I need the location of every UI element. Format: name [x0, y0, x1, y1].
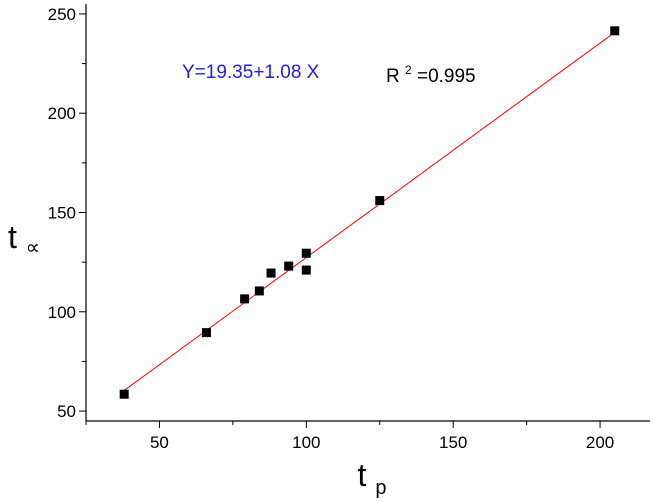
- y-axis-label-sub: ∝: [26, 237, 40, 259]
- r-squared-letter: R: [386, 66, 400, 87]
- data-points: [119, 26, 620, 399]
- y-tick-label: 100: [48, 303, 76, 322]
- data-point: [266, 268, 276, 278]
- r-squared-value: =0.995: [417, 66, 476, 87]
- data-point: [375, 196, 385, 206]
- data-point: [240, 294, 250, 304]
- x-tick-label: 100: [292, 433, 320, 452]
- x-tick-label: 50: [150, 433, 169, 452]
- data-point: [301, 248, 311, 258]
- y-tick-label: 150: [48, 204, 76, 223]
- x-axis-ticks: 50 100 150 200: [85, 421, 614, 452]
- data-point: [201, 328, 211, 338]
- data-point: [610, 26, 620, 36]
- y-tick-label: 200: [48, 104, 76, 123]
- data-point: [284, 261, 294, 271]
- y-axis-label: t ∝: [8, 219, 40, 259]
- y-axis-label-main: t: [8, 219, 17, 255]
- y-axis-ticks: 50 100 150 200 250: [48, 5, 86, 421]
- y-tick-label: 50: [57, 402, 76, 421]
- data-point: [119, 389, 129, 399]
- data-point: [254, 286, 264, 296]
- x-tick-label: 150: [439, 433, 467, 452]
- x-axis-label-main: t: [358, 457, 367, 493]
- r-squared-exponent: 2: [405, 63, 412, 77]
- x-axis-label: t p: [358, 457, 387, 499]
- r-squared-annotation: R 2 =0.995: [386, 58, 476, 87]
- data-point: [301, 265, 311, 275]
- regression-fit-line: [123, 31, 616, 391]
- regression-equation: Y=19.35+1.08 X: [182, 62, 320, 83]
- x-axis-label-sub: p: [375, 477, 386, 499]
- x-tick-label: 200: [586, 433, 614, 452]
- y-tick-label: 250: [48, 5, 76, 24]
